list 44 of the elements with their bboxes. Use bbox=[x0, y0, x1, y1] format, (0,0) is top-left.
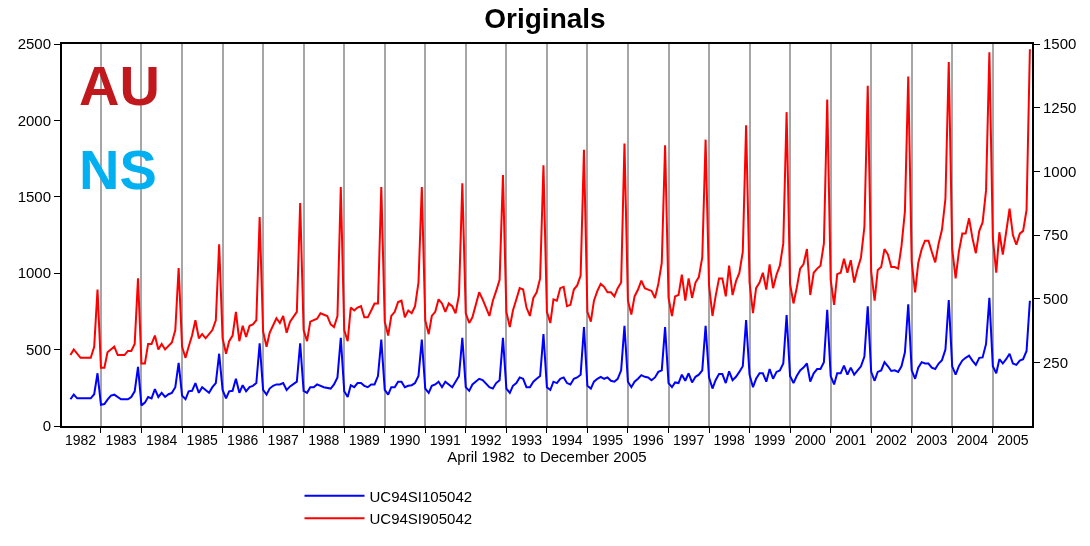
x-tick-label: 1987 bbox=[267, 431, 299, 448]
y-tick-label: 2500 bbox=[17, 35, 51, 53]
y2-tick-label: 500 bbox=[1043, 289, 1069, 307]
y-tick-label: 1500 bbox=[17, 188, 51, 206]
y-tick-label: 0 bbox=[42, 417, 51, 435]
y2-tick-label: 250 bbox=[1043, 353, 1069, 371]
x-axis-title: April 1982 to December 2005 bbox=[447, 447, 647, 465]
x-tick-label: 1997 bbox=[673, 431, 705, 448]
x-tick-label: 1988 bbox=[308, 431, 340, 448]
x-tick-label: 2004 bbox=[956, 431, 989, 448]
y2-tick-label: 1250 bbox=[1043, 98, 1077, 116]
x-tick-label: 1989 bbox=[348, 431, 381, 448]
legend-label: UC94SI905042 bbox=[369, 510, 473, 528]
y2-tick-label: 750 bbox=[1043, 226, 1069, 244]
x-tick-label: 2005 bbox=[997, 431, 1029, 448]
x-tick-label: 2000 bbox=[794, 431, 827, 448]
line-series bbox=[69, 48, 1031, 369]
annotation: NS bbox=[79, 138, 157, 201]
y-tick-label: 2000 bbox=[17, 111, 51, 129]
x-tick-label: 2003 bbox=[916, 431, 948, 448]
legend-label: UC94SI105042 bbox=[369, 487, 473, 505]
x-tick-label: 1999 bbox=[754, 431, 786, 448]
y2-tick-label: 1500 bbox=[1043, 35, 1077, 53]
x-tick-label: 1998 bbox=[713, 431, 745, 448]
x-tick-label: 1991 bbox=[429, 431, 462, 448]
y-tick-label: 500 bbox=[25, 340, 51, 358]
x-tick-label: 2002 bbox=[875, 431, 908, 448]
x-tick-label: 1996 bbox=[632, 431, 664, 448]
x-tick-label: 2001 bbox=[835, 431, 867, 448]
annotation: AU bbox=[79, 54, 160, 117]
x-tick-label: 1985 bbox=[186, 431, 218, 448]
x-tick-label: 1992 bbox=[470, 431, 502, 448]
chart-title: Originals bbox=[484, 2, 606, 34]
x-tick-label: 1983 bbox=[105, 431, 137, 448]
line-series bbox=[69, 296, 1031, 407]
y-tick-label: 1000 bbox=[17, 264, 51, 282]
x-tick-label: 1986 bbox=[227, 431, 259, 448]
x-tick-label: 1994 bbox=[551, 431, 583, 448]
x-tick-label: 1990 bbox=[389, 431, 421, 448]
x-tick-label: 1984 bbox=[146, 431, 178, 448]
x-tick-label: 1995 bbox=[591, 431, 624, 448]
x-tick-label: 1993 bbox=[510, 431, 543, 448]
y2-tick-label: 1000 bbox=[1043, 162, 1077, 180]
x-tick-label: 1982 bbox=[64, 431, 97, 448]
